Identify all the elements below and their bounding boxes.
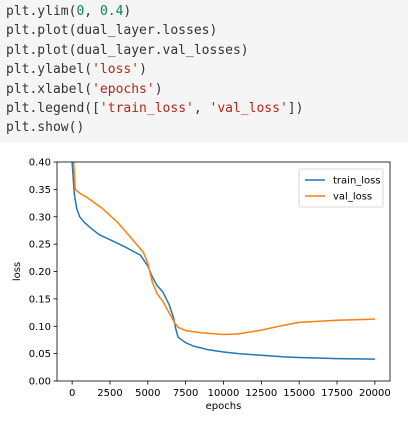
- code-line: plt.ylabel('loss'): [6, 60, 402, 79]
- x-tick-label: 10000: [208, 388, 240, 399]
- series-line-val-loss: [72, 162, 375, 336]
- y-tick-label: 0.30: [29, 212, 51, 223]
- x-tick-label: 7500: [173, 388, 198, 399]
- x-tick-label: 12500: [245, 388, 277, 399]
- y-tick-label: 0.10: [29, 322, 51, 333]
- y-tick-label: 0.00: [29, 377, 51, 388]
- code-token: ,: [84, 4, 100, 19]
- y-tick-label: 0.15: [29, 294, 51, 305]
- code-token: plt.ylim(: [6, 4, 77, 19]
- code-string-token: 'epochs': [92, 81, 155, 97]
- x-tick-label: 15000: [283, 388, 315, 399]
- code-token: ): [154, 81, 163, 97]
- code-number-token: 0: [76, 4, 85, 19]
- x-tick-label: 2500: [97, 388, 122, 399]
- code-token: ): [123, 4, 132, 19]
- code-cell[interactable]: plt.ylim(0, 0.4) plt.plot(dual_layer.loss…: [0, 0, 408, 143]
- code-line: plt.show(): [6, 118, 402, 137]
- code-line: plt.plot(dual_layer.val_losses): [6, 41, 402, 60]
- code-token: ]): [287, 101, 304, 117]
- x-tick-label: 20000: [359, 388, 391, 399]
- y-tick-label: 0.40: [29, 158, 51, 169]
- code-token: ): [139, 62, 147, 78]
- code-token: plt.xlabel(: [6, 81, 93, 97]
- code-line: plt.ylim(0, 0.4): [6, 2, 402, 21]
- plot-output: 0 2500 5000 7500 10000 12500 15000 17500 20000 0.…: [0, 143, 408, 422]
- y-tick-label: 0.20: [29, 267, 51, 278]
- y-axis-label: loss: [12, 262, 23, 281]
- code-line: plt.xlabel('epochs'): [6, 80, 402, 99]
- x-tick-label: 17500: [321, 388, 353, 399]
- loss-chart: 0 2500 5000 7500 10000 12500 15000 17500 20000 0.…: [12, 158, 391, 413]
- code-token: plt.legend([: [6, 101, 100, 117]
- code-string-token: 'val_loss': [209, 101, 288, 117]
- legend-label-train-loss: train_loss: [333, 176, 381, 187]
- code-string-token: 'train_loss': [99, 101, 194, 117]
- code-token: plt.show(): [6, 120, 85, 136]
- code-number-token: 0.4: [99, 4, 124, 19]
- code-token: plt.ylabel(: [6, 62, 93, 78]
- code-token: plt.plot(dual_layer.losses): [6, 23, 218, 39]
- code-string-token: 'loss': [92, 62, 140, 78]
- x-tick-label: 5000: [135, 388, 160, 399]
- series-line-train-loss: [71, 162, 375, 360]
- legend-label-val-loss: val_loss: [333, 192, 372, 203]
- y-tick-label: 0.35: [29, 185, 51, 196]
- code-token: ,: [193, 101, 210, 117]
- y-tick-label: 0.25: [29, 240, 51, 251]
- code-token: plt.plot(dual_layer.val_losses): [6, 42, 249, 58]
- y-tick-label: 0.05: [29, 349, 51, 360]
- code-line: plt.legend(['train_loss', 'val_loss']): [6, 99, 402, 118]
- x-axis-label: epochs: [206, 401, 242, 412]
- legend-box: [298, 168, 384, 208]
- code-line: plt.plot(dual_layer.losses): [6, 21, 402, 40]
- x-tick-label: 0: [69, 388, 75, 399]
